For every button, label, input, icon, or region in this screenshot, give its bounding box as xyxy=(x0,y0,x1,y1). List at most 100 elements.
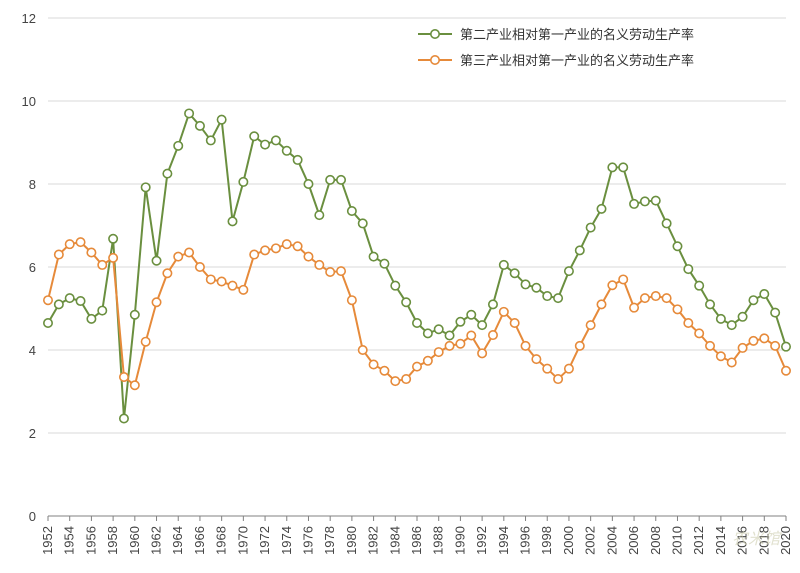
series-marker-s1 xyxy=(445,331,453,339)
x-tick-label: 1980 xyxy=(344,526,359,555)
y-tick-label: 4 xyxy=(29,343,36,358)
series-marker-s2 xyxy=(717,352,725,360)
series-marker-s1 xyxy=(456,318,464,326)
series-marker-s1 xyxy=(749,296,757,304)
series-marker-s2 xyxy=(467,331,475,339)
series-marker-s1 xyxy=(141,183,149,191)
legend-label: 第三产业相对第一产业的名义劳动生产率 xyxy=(460,53,694,68)
series-marker-s2 xyxy=(435,348,443,356)
x-tick-label: 1966 xyxy=(192,526,207,555)
series-marker-s2 xyxy=(630,303,638,311)
series-marker-s2 xyxy=(782,367,790,375)
series-marker-s1 xyxy=(380,259,388,267)
x-tick-label: 1990 xyxy=(452,526,467,555)
series-marker-s2 xyxy=(619,275,627,283)
x-tick-label: 1954 xyxy=(62,526,77,555)
series-marker-s1 xyxy=(728,321,736,329)
series-marker-s1 xyxy=(109,235,117,243)
series-marker-s1 xyxy=(641,197,649,205)
series-marker-s1 xyxy=(272,136,280,144)
series-marker-s2 xyxy=(163,269,171,277)
series-marker-s1 xyxy=(315,211,323,219)
series-marker-s2 xyxy=(641,294,649,302)
series-marker-s2 xyxy=(272,244,280,252)
series-marker-s1 xyxy=(435,325,443,333)
series-marker-s2 xyxy=(196,263,204,271)
x-tick-label: 2006 xyxy=(626,526,641,555)
series-marker-s1 xyxy=(391,281,399,289)
series-marker-s2 xyxy=(749,337,757,345)
x-tick-label: 2002 xyxy=(583,526,598,555)
x-tick-label: 1972 xyxy=(257,526,272,555)
series-marker-s2 xyxy=(652,292,660,300)
series-marker-s2 xyxy=(348,296,356,304)
series-marker-s1 xyxy=(706,300,714,308)
series-marker-s1 xyxy=(174,142,182,150)
series-marker-s2 xyxy=(131,381,139,389)
series-marker-s2 xyxy=(293,242,301,250)
series-marker-s2 xyxy=(359,346,367,354)
series-marker-s2 xyxy=(738,344,746,352)
watermark-text: 农米馆 xyxy=(732,530,782,548)
x-tick-label: 1970 xyxy=(235,526,250,555)
series-marker-s2 xyxy=(174,252,182,260)
series-marker-s1 xyxy=(532,284,540,292)
x-tick-label: 1964 xyxy=(170,526,185,555)
series-marker-s1 xyxy=(619,163,627,171)
y-tick-label: 0 xyxy=(29,509,36,524)
x-tick-label: 2008 xyxy=(648,526,663,555)
series-marker-s1 xyxy=(359,219,367,227)
series-marker-s2 xyxy=(87,248,95,256)
series-marker-s2 xyxy=(413,362,421,370)
series-marker-s1 xyxy=(586,223,594,231)
series-marker-s1 xyxy=(521,280,529,288)
series-marker-s1 xyxy=(283,147,291,155)
series-marker-s1 xyxy=(684,265,692,273)
x-tick-label: 2014 xyxy=(713,526,728,555)
series-marker-s1 xyxy=(402,298,410,306)
series-marker-s2 xyxy=(250,250,258,258)
x-tick-label: 1986 xyxy=(409,526,424,555)
series-marker-s1 xyxy=(304,180,312,188)
series-marker-s1 xyxy=(337,176,345,184)
legend-swatch-marker xyxy=(431,30,439,38)
series-marker-s2 xyxy=(521,342,529,350)
series-marker-s1 xyxy=(250,132,258,140)
series-marker-s1 xyxy=(467,311,475,319)
series-marker-s1 xyxy=(608,163,616,171)
x-tick-label: 1976 xyxy=(300,526,315,555)
series-marker-s1 xyxy=(163,169,171,177)
series-marker-s1 xyxy=(597,205,605,213)
x-tick-label: 1984 xyxy=(387,526,402,555)
series-marker-s1 xyxy=(782,342,790,350)
legend-swatch-marker xyxy=(431,56,439,64)
series-marker-s2 xyxy=(380,367,388,375)
series-marker-s1 xyxy=(652,196,660,204)
series-marker-s2 xyxy=(543,364,551,372)
series-marker-s1 xyxy=(66,294,74,302)
series-marker-s1 xyxy=(261,140,269,148)
series-marker-s2 xyxy=(304,252,312,260)
series-marker-s2 xyxy=(424,357,432,365)
series-marker-s1 xyxy=(478,321,486,329)
series-marker-s1 xyxy=(228,217,236,225)
series-marker-s2 xyxy=(586,321,594,329)
series-marker-s2 xyxy=(55,250,63,258)
series-marker-s2 xyxy=(337,267,345,275)
series-marker-s1 xyxy=(131,311,139,319)
series-marker-s2 xyxy=(217,277,225,285)
series-marker-s2 xyxy=(207,275,215,283)
series-marker-s1 xyxy=(217,115,225,123)
series-marker-s2 xyxy=(597,300,605,308)
y-tick-label: 8 xyxy=(29,177,36,192)
series-marker-s2 xyxy=(608,281,616,289)
series-marker-s1 xyxy=(489,300,497,308)
series-marker-s2 xyxy=(369,360,377,368)
series-marker-s2 xyxy=(673,305,681,313)
series-marker-s1 xyxy=(543,292,551,300)
series-marker-s1 xyxy=(630,200,638,208)
x-tick-label: 1956 xyxy=(83,526,98,555)
series-marker-s1 xyxy=(120,414,128,422)
x-tick-label: 2000 xyxy=(561,526,576,555)
legend-label: 第二产业相对第一产业的名义劳动生产率 xyxy=(460,27,694,42)
